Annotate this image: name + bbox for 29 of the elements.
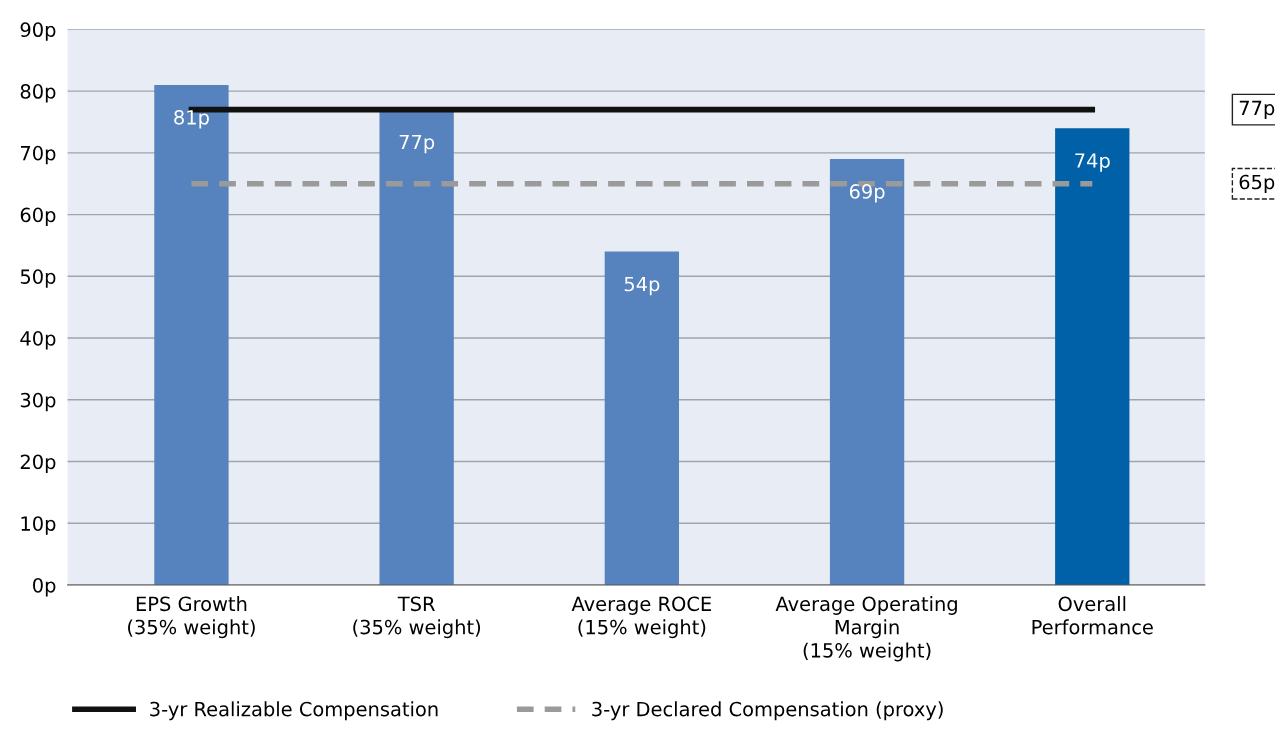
x-tick-label: Overall Performance (1032, 596, 1153, 635)
x-tick-label: TSR (35% weight) (353, 596, 481, 639)
bar (379, 109, 454, 585)
x-tick-label: Average Operating Margin (15% weight) (775, 596, 957, 662)
legend-label: 3-yr Realizable Compensation (150, 701, 438, 721)
y-tick-label: 80p (20, 84, 56, 103)
bar (829, 159, 905, 585)
x-tick-label: EPS Growth (35% weight) (128, 596, 255, 639)
y-tick-label: 60p (20, 207, 56, 226)
data-label: 69p (849, 184, 885, 203)
legend-label: 3-yr Declared Compensation (proxy) (592, 701, 943, 721)
y-tick-label: 10p (21, 516, 56, 535)
data-label: 81p (174, 109, 209, 129)
y-tick-label: 90p (20, 22, 56, 41)
bar (154, 84, 229, 585)
y-tick-label: 30p (20, 392, 56, 412)
bar (1055, 128, 1130, 585)
data-label: 77p (399, 134, 435, 154)
y-tick-label: 40p (20, 331, 56, 350)
data-label: 74p (1075, 153, 1110, 172)
text: 77p (1239, 100, 1275, 120)
y-tick-label: 20p (20, 454, 56, 473)
y-tick-label: 50p (20, 269, 56, 288)
text: 65p (1239, 174, 1275, 194)
data-label: 54p (624, 276, 660, 296)
bar (604, 251, 680, 585)
x-tick-label: Average ROCE (15% weight) (571, 596, 711, 639)
y-tick-label: 0p (33, 577, 56, 597)
y-tick-label: 70p (20, 145, 56, 165)
